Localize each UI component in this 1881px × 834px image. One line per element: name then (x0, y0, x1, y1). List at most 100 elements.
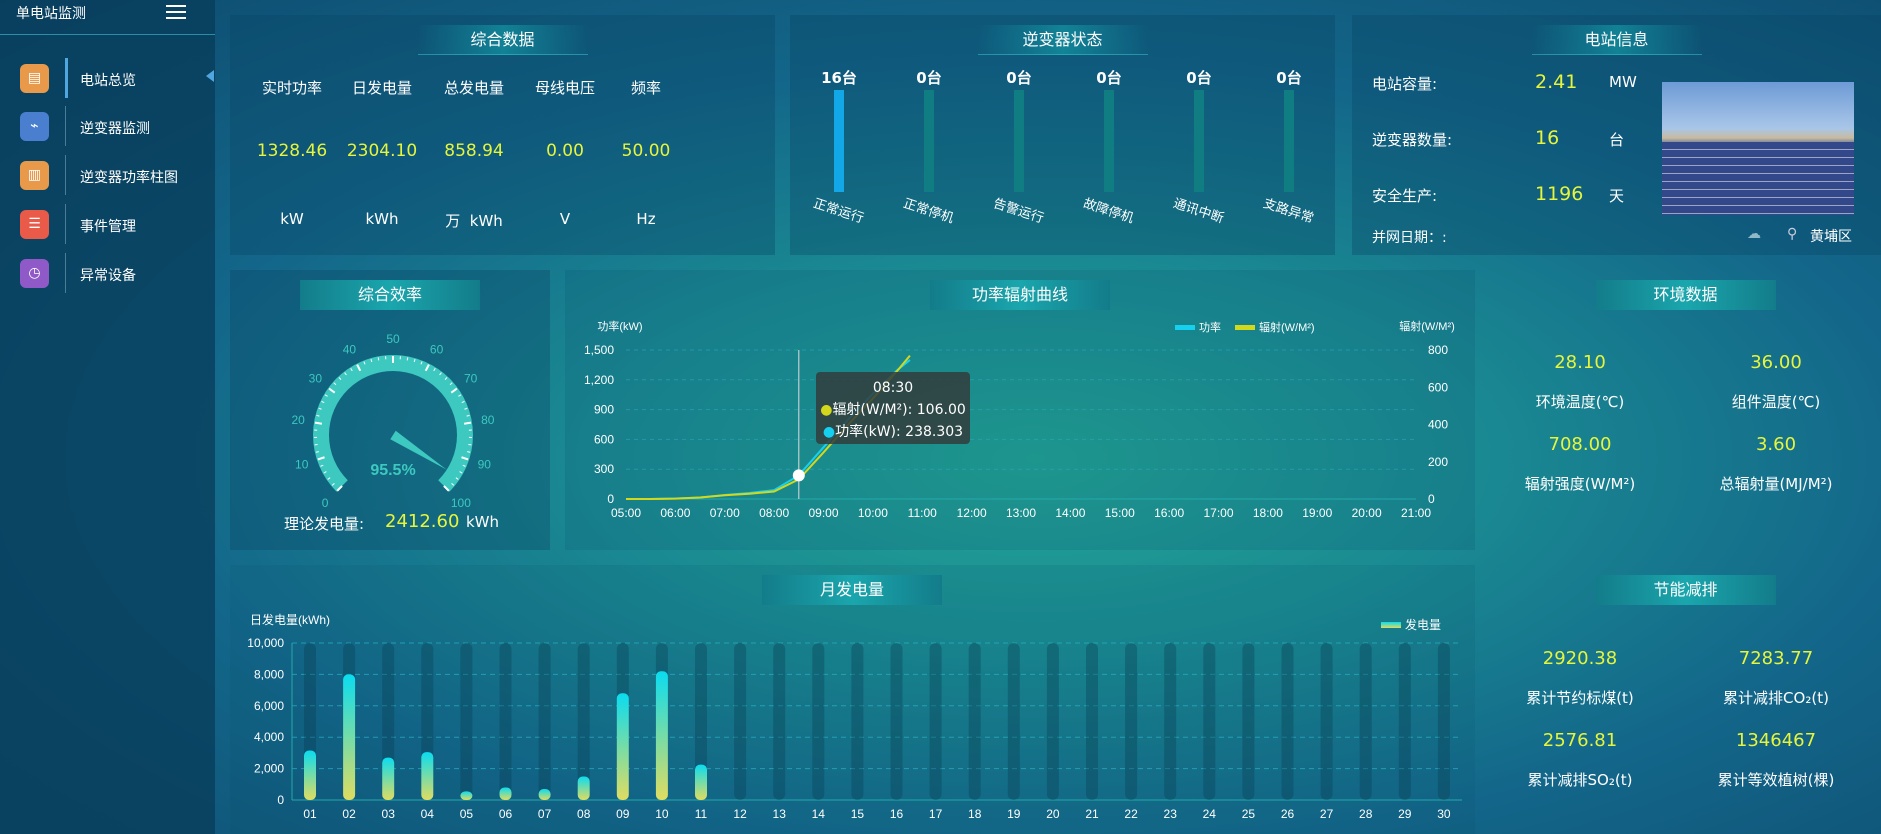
gauge-tick (459, 471, 463, 474)
inverter-status-label: 支路异常 (1261, 196, 1316, 227)
summary-unit: kW (280, 210, 304, 228)
summary-label: 频率 (630, 79, 661, 97)
gauge-tick (324, 394, 328, 397)
summary-unit: Hz (636, 210, 656, 228)
gauge-tick-label: 10 (295, 458, 309, 472)
panel-title: 逆变器状态 (977, 25, 1148, 55)
saving-label: 累计减排CO₂(t) (1723, 689, 1829, 707)
gauge-tick (314, 421, 323, 425)
gauge-tick (327, 477, 331, 480)
sidebar-item-0[interactable]: ▤ 电站总览 (0, 58, 215, 102)
inverter-status-label: 通讯中断 (1171, 196, 1226, 227)
cloud-icon[interactable]: ☁ (1747, 226, 1761, 242)
tooltip-radiation: 辐射(W/M²): 106.00 (832, 402, 966, 418)
summary-label: 总发电量 (443, 79, 504, 97)
station-photo (1662, 82, 1854, 215)
theory-value: 2412.60 (385, 511, 460, 532)
tooltip-time: 08:30 (872, 380, 914, 396)
summary-label: 日发电量 (351, 79, 412, 97)
sidebar-item-3[interactable]: ☰ 事件管理 (0, 204, 215, 248)
panel-title: 综合效率 (300, 280, 480, 310)
inverter-count: 16台 (821, 69, 857, 87)
menu-icon[interactable] (166, 2, 186, 20)
summary-panel: 综合数据 实时功率 1328.46 kW 日发电量 2304.10 kWh 总发电量… (230, 15, 775, 255)
station-unit: 台 (1609, 131, 1625, 149)
gauge-tick (331, 483, 335, 486)
inverter-status-bar (834, 90, 844, 192)
location-pin-icon: ⚲ (1787, 226, 1798, 242)
gauge-tick (336, 485, 343, 492)
sidebar: 单电站监测 ▤ 电站总览 ⌁ 逆变器监测 ▥ 逆变器功率柱图 ☰ 事件管理 ◷ … (0, 0, 215, 834)
gauge-tick (458, 394, 462, 397)
gauge-tick (461, 456, 469, 461)
gauge-tick (464, 407, 468, 410)
gauge-tick-label: 20 (292, 413, 306, 427)
gauge-tick-label: 40 (343, 342, 357, 356)
gauge-tick (328, 387, 336, 394)
inverter-status-label: 告警运行 (991, 196, 1046, 227)
gauge-tick (344, 372, 347, 376)
inverter-count: 0台 (1096, 69, 1122, 87)
sidebar-item-4[interactable]: ◷ 异常设备 (0, 253, 215, 297)
gauge-tick (370, 358, 373, 363)
station-label: 逆变器数量: (1372, 131, 1453, 149)
gauge-tick-label: 100 (451, 496, 471, 510)
inverter-count: 0台 (1276, 69, 1302, 87)
station-label: 安全生产: (1372, 187, 1438, 205)
notepad-icon: ☰ (20, 210, 49, 239)
panel-title: 节能减排 (1595, 575, 1776, 605)
env-label: 组件温度(℃) (1731, 393, 1821, 411)
inverter-status-bar (1014, 90, 1024, 192)
saving-label: 累计等效植树(棵) (1717, 771, 1835, 789)
gauge-tick (444, 377, 448, 380)
gauge-tick (451, 483, 455, 486)
gauge-tick-label: 30 (309, 372, 323, 386)
gauge-tick (356, 364, 362, 372)
gauge-tick-label: 80 (481, 413, 495, 427)
panel-title: 综合数据 (417, 25, 588, 55)
inverter-count: 0台 (1006, 69, 1032, 87)
gauge-tick (317, 456, 325, 461)
divider (65, 204, 66, 244)
inverter-count: 0台 (916, 69, 942, 87)
gauge-tick (406, 357, 409, 361)
gauge-tick (315, 451, 319, 453)
divider (65, 155, 66, 195)
divider (65, 106, 66, 146)
sidebar-item-label: 逆变器功率柱图 (80, 170, 178, 186)
station-label: 电站容量: (1372, 75, 1438, 93)
clock-list-icon: ◷ (20, 259, 49, 288)
env-label: 环境温度(℃) (1535, 393, 1625, 411)
gauge-tick-label: 90 (478, 458, 492, 472)
station-unit: 天 (1609, 187, 1625, 205)
gauge-tick (320, 464, 324, 467)
sidebar-item-2[interactable]: ▥ 逆变器功率柱图 (0, 155, 215, 199)
gauge-tick (333, 382, 337, 386)
summary-unit: kWh (365, 210, 399, 228)
panel-title: 月发电量 (762, 575, 942, 605)
inverter-status-bar (1284, 90, 1294, 192)
document-icon: ▤ (20, 64, 49, 93)
sidebar-item-1[interactable]: ⌁ 逆变器监测 (0, 106, 215, 150)
inverter-status-label: 正常停机 (901, 196, 956, 227)
panel-title: 环境数据 (1595, 280, 1776, 310)
gauge-tick (363, 361, 366, 365)
gauge-tick (424, 364, 430, 372)
energy-saving-panel: 节能减排 2920.38 累计节约标煤(t) 7283.77 累计减排CO₂(t)… (1490, 565, 1881, 834)
gauge-tick (467, 451, 471, 453)
summary-value: 50.00 (621, 141, 671, 161)
divider (65, 253, 66, 293)
gauge-tick-label: 70 (464, 372, 478, 386)
summary-value: 1328.46 (256, 141, 328, 161)
gauge-tick (321, 400, 325, 404)
monitor-icon: ⌁ (20, 112, 49, 141)
station-value: 16 (1535, 127, 1560, 149)
gauge-tick (463, 421, 472, 425)
power-radiation-panel: 功率辐射曲线 (565, 270, 1475, 550)
gauge-tick (439, 372, 442, 376)
saving-value: 7283.77 (1738, 648, 1814, 669)
panel-title: 功率辐射曲线 (930, 280, 1110, 310)
saving-value: 2576.81 (1542, 730, 1618, 751)
bar-chart-icon: ▥ (20, 161, 49, 190)
env-label: 辐射强度(W/M²) (1524, 475, 1636, 493)
